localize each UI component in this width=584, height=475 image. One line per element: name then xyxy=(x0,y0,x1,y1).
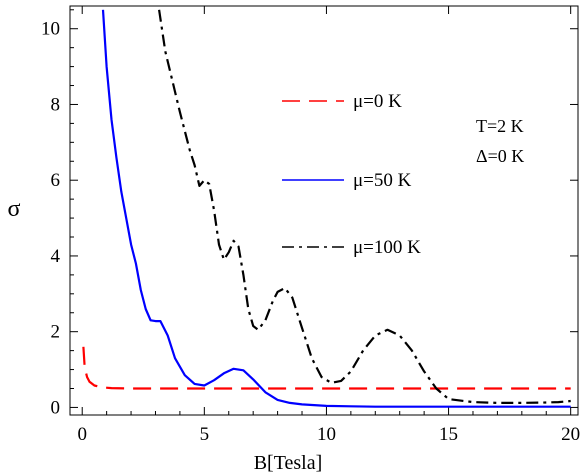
y-tick-label: 4 xyxy=(51,246,61,267)
y-tick-label: 0 xyxy=(51,397,61,418)
x-tick-label: 5 xyxy=(200,424,210,445)
legend: μ=0 K μ=50 K μ=100 K xyxy=(282,91,421,258)
x-tick-label: 20 xyxy=(561,424,580,445)
y-tick-label: 6 xyxy=(51,170,61,191)
y-tick-label: 2 xyxy=(51,322,61,343)
legend-label-1: μ=0 K xyxy=(353,91,402,112)
x-tick-label: 0 xyxy=(77,424,87,445)
x-tick-label: 10 xyxy=(317,424,336,445)
x-axis-title: B[Tesla] xyxy=(254,452,323,474)
legend-label-2: μ=50 K xyxy=(353,170,412,191)
y-axis-title: σ xyxy=(8,196,21,222)
series-line-1 xyxy=(82,346,571,390)
annotation-gap: Δ=0 K xyxy=(476,146,524,166)
series-line-3 xyxy=(158,9,571,404)
series-layer xyxy=(82,9,571,408)
ticks: 0 5 10 15 20 0 2 4 6 8 10 xyxy=(41,6,580,445)
legend-label-3: μ=100 K xyxy=(353,237,421,258)
y-tick-label: 8 xyxy=(51,94,61,115)
y-tick-label: 10 xyxy=(41,19,60,40)
series-line-2 xyxy=(101,9,571,408)
x-tick-label: 15 xyxy=(439,424,458,445)
plot-frame xyxy=(69,5,579,416)
annotation-temperature: T=2 K xyxy=(476,116,524,136)
